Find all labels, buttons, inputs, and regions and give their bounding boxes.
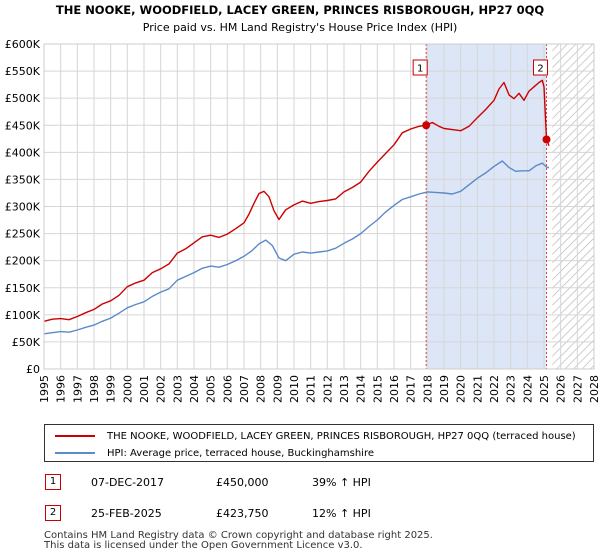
legend-item-property: THE NOOKE, WOODFIELD, LACEY GREEN, PRINC… [55,428,576,444]
x-tick-label: 2017 [405,375,418,403]
y-tick-label: £300K [5,201,41,214]
x-tick-label: 1997 [71,375,84,403]
transaction-date: 25-FEB-2025 [91,507,162,520]
series-line-hpi [43,160,549,335]
x-tick-label: 2019 [438,375,451,403]
footer: Contains HM Land Registry data © Crown c… [44,531,433,551]
x-tick-label: 2024 [521,375,534,403]
series-lines [43,79,550,335]
footer-copyright: Contains HM Land Registry data © Crown c… [44,530,433,541]
x-tick-label: 2010 [288,375,301,403]
transaction-row: 1 07-DEC-2017 £450,000 39% ↑ HPI [44,473,584,493]
legend-label-hpi: HPI: Average price, terraced house, Buck… [107,447,375,459]
transaction-number: 1 [45,474,61,490]
x-tick-label: 2008 [255,375,268,403]
x-tick-label: 2018 [421,375,434,403]
y-tick-label: £250K [5,228,41,241]
grid [43,43,595,370]
x-tick-label: 2027 [571,375,584,403]
y-tick-label: £550K [5,65,41,78]
x-tick-label: 2013 [338,375,351,403]
x-tick-label: 1995 [38,375,51,403]
x-tick-label: 2023 [505,375,518,403]
y-tick-label: £500K [5,92,41,105]
transaction-point [542,135,551,144]
x-tick-label: 2001 [138,375,151,403]
x-tick-label: 2021 [471,375,484,403]
chart-title: THE NOOKE, WOODFIELD, LACEY GREEN, PRINC… [56,3,544,17]
y-tick-label: £450K [5,119,41,132]
x-tick-label: 2022 [488,375,501,403]
y-tick-label: £150K [5,282,41,295]
transaction-date: 07-DEC-2017 [91,476,165,489]
x-tick-label: 1996 [55,375,68,403]
x-tick-label: 2028 [588,375,600,403]
transaction-hpi: 39% ↑ HPI [312,476,371,489]
x-tick-label: 2015 [371,375,384,403]
legend-label-property: THE NOOKE, WOODFIELD, LACEY GREEN, PRINC… [107,430,576,442]
legend-swatch-red [55,435,95,437]
y-tick-label: £200K [5,255,41,268]
transaction-price: £423,750 [216,507,269,520]
x-tick-label: 2020 [455,375,468,403]
footer-licence: This data is licensed under the Open Gov… [44,540,363,551]
x-tick-label: 2009 [271,375,284,403]
x-tick-label: 2014 [355,375,368,403]
y-tick-label: £50K [12,336,41,349]
transaction-point [422,121,431,130]
x-tick-label: 2003 [171,375,184,403]
x-tick-label: 2006 [221,375,234,403]
x-tick-label: 2012 [321,375,334,403]
y-tick-label: £400K [5,146,41,159]
transaction-number: 2 [45,505,61,521]
price-chart: THE NOOKE, WOODFIELD, LACEY GREEN, PRINC… [5,3,600,403]
x-axis-labels: 1995 1996 1997 1998 1999 2000 2001 2002 2003 2004… [38,375,600,403]
x-tick-label: 2000 [121,375,134,403]
annotation-box [412,59,428,76]
y-tick-label: £100K [5,309,41,322]
chart-subtitle: Price paid vs. HM Land Registry's House … [143,21,458,34]
annotation-label: 1 [417,64,423,75]
x-tick-label: 2005 [205,375,218,403]
x-tick-label: 2026 [555,375,568,403]
plot-area [43,43,595,370]
transaction-hpi: 12% ↑ HPI [312,507,371,520]
x-tick-label: 2016 [388,375,401,403]
legend-item-hpi: HPI: Average price, terraced house, Buck… [55,445,374,461]
x-tick-label: 2002 [155,375,168,403]
y-tick-label: £600K [5,38,41,51]
annotation-label: 2 [537,64,543,75]
x-tick-label: 1999 [105,375,118,403]
y-axis-labels: £0 £50K £100K £150K £200K £250K £300K £350K £400… [5,38,41,376]
y-tick-label: £350K [5,173,41,186]
x-tick-label: 2025 [538,375,551,403]
transaction-price: £450,000 [216,476,269,489]
annotation-box [533,59,548,76]
legend: THE NOOKE, WOODFIELD, LACEY GREEN, PRINC… [44,424,594,462]
x-tick-label: 1998 [88,375,101,403]
x-tick-label: 2007 [238,375,251,403]
transaction-row: 2 25-FEB-2025 £423,750 12% ↑ HPI [44,504,584,524]
legend-swatch-blue [55,452,95,454]
x-tick-label: 2004 [188,375,201,403]
y-tick-label: £0 [26,363,40,376]
x-tick-label: 2011 [305,375,318,403]
series-line-property [43,79,550,322]
